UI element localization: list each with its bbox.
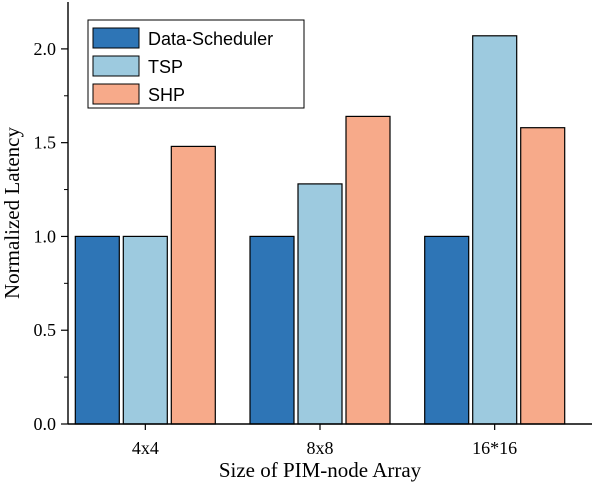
bar-tsp-8x8 (298, 184, 342, 424)
bar-tsp-4x4 (123, 236, 167, 424)
bar-shp-4x4 (171, 146, 215, 424)
y-tick-label: 0.5 (34, 320, 57, 340)
bar-tsp-16-16 (473, 36, 517, 424)
bar-data-scheduler-8x8 (250, 236, 294, 424)
y-tick-label: 0.0 (34, 414, 57, 434)
x-axis-title: Size of PIM-node Array (219, 458, 422, 482)
y-axis-title: Normalized Latency (0, 127, 24, 299)
bar-data-scheduler-4x4 (75, 236, 119, 424)
y-tick-label: 2.0 (34, 39, 57, 59)
bar-data-scheduler-16-16 (425, 236, 469, 424)
bar-shp-16-16 (521, 128, 565, 424)
legend: Data-Scheduler TSP SHP (88, 20, 304, 108)
x-tick-label: 8x8 (307, 438, 334, 458)
bar-shp-8x8 (346, 116, 390, 424)
y-tick-label: 1.5 (34, 133, 57, 153)
legend-label: TSP (148, 57, 183, 77)
x-tick-label: 16*16 (472, 438, 517, 458)
legend-swatch (93, 56, 139, 76)
legend-swatch (93, 28, 139, 48)
legend-label: SHP (148, 85, 185, 105)
legend-label: Data-Scheduler (148, 29, 273, 49)
y-tick-label: 1.0 (34, 226, 57, 246)
legend-swatch (93, 84, 139, 104)
x-tick-label: 4x4 (132, 438, 159, 458)
